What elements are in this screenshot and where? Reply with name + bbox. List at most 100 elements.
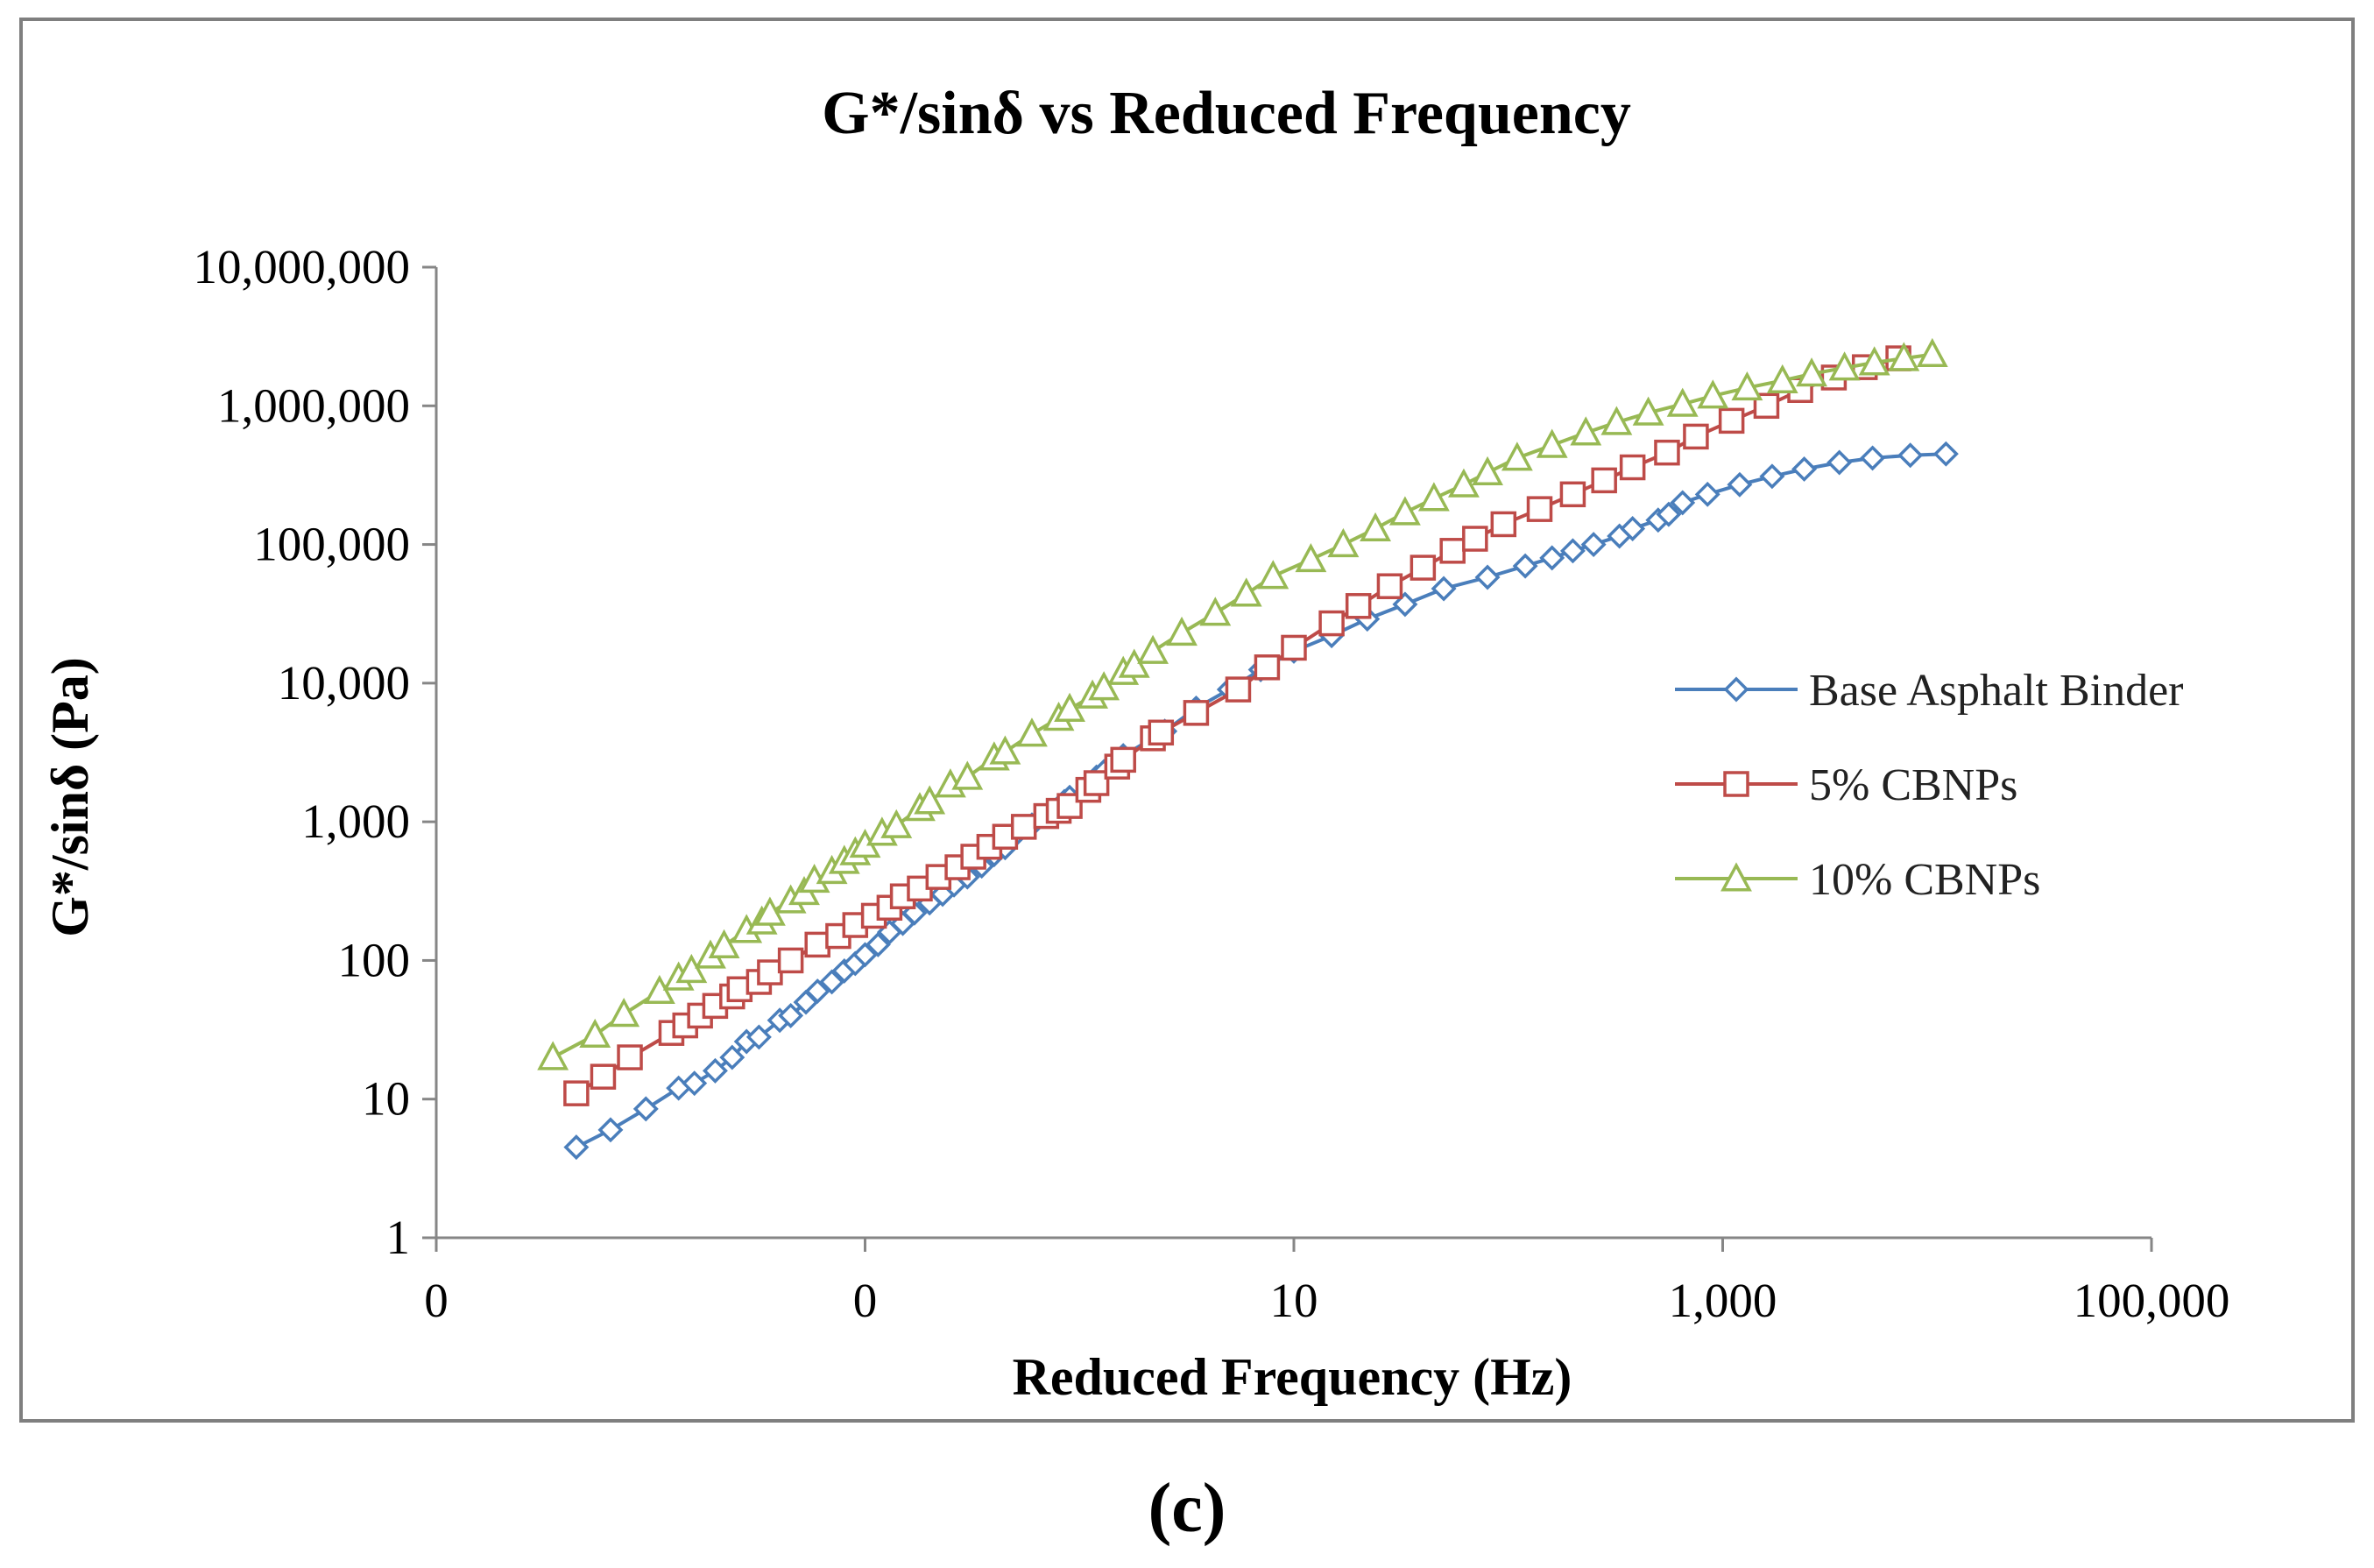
- data-point-5pct-cbnps: [1318, 610, 1345, 637]
- data-point-10pct-cbnps: [1828, 351, 1861, 381]
- legend-marker-square: [1723, 771, 1749, 797]
- data-point-10pct-cbnps: [1054, 692, 1085, 722]
- y-tick-label: 100: [338, 933, 411, 986]
- data-point-10pct-cbnps: [1888, 342, 1920, 371]
- data-point-5pct-cbnps: [1753, 392, 1780, 420]
- data-point-10pct-cbnps: [1796, 357, 1827, 387]
- data-point-base-asphalt-binder: [719, 1044, 745, 1070]
- data-point-base-asphalt-binder: [597, 1117, 624, 1143]
- data-point-10pct-cbnps: [1916, 337, 1948, 368]
- x-tick-label: 0: [424, 1274, 449, 1327]
- y-tick-label: 10,000: [278, 656, 410, 710]
- data-point-10pct-cbnps: [1295, 542, 1327, 573]
- data-point-5pct-cbnps: [757, 959, 783, 985]
- data-point-5pct-cbnps: [617, 1044, 643, 1070]
- data-point-5pct-cbnps: [1254, 654, 1281, 681]
- data-point-10pct-cbnps: [880, 809, 913, 838]
- legend-item-10pct-cbnps: 10% CBNPs: [1675, 855, 2040, 905]
- data-point-5pct-cbnps: [1439, 538, 1466, 564]
- data-point-10pct-cbnps: [1731, 371, 1763, 401]
- data-point-5pct-cbnps: [1110, 746, 1136, 773]
- y-tick-label: 100,000: [253, 518, 410, 571]
- data-point-10pct-cbnps: [1199, 597, 1232, 626]
- data-point-10pct-cbnps: [914, 785, 946, 815]
- data-point-10pct-cbnps: [1137, 634, 1169, 664]
- data-point-base-asphalt-binder: [1759, 463, 1785, 490]
- data-point-10pct-cbnps: [1417, 482, 1450, 512]
- data-point-base-asphalt-binder: [804, 978, 830, 1005]
- data-point-10pct-cbnps: [1088, 671, 1120, 701]
- data-point-base-asphalt-binder: [1580, 532, 1607, 558]
- data-point-base-asphalt-binder: [1860, 445, 1886, 471]
- data-point-base-asphalt-binder: [1932, 441, 1959, 467]
- data-point-base-asphalt-binder: [1559, 538, 1586, 564]
- data-point-10pct-cbnps: [1230, 577, 1262, 607]
- data-point-5pct-cbnps: [1619, 454, 1646, 481]
- data-point-10pct-cbnps: [579, 1018, 611, 1049]
- data-point-10pct-cbnps: [537, 1041, 569, 1070]
- x-tick-label: 100,000: [2074, 1274, 2230, 1327]
- data-point-base-asphalt-binder: [1670, 490, 1696, 516]
- data-point-10pct-cbnps: [1360, 512, 1391, 542]
- data-point-10pct-cbnps: [1600, 406, 1633, 435]
- y-tick-label: 1,000,000: [217, 378, 410, 432]
- data-point-5pct-cbnps: [590, 1063, 617, 1090]
- y-tick-label: 1: [386, 1211, 411, 1264]
- legend-item-5pct-cbnps: 5% CBNPs: [1675, 760, 2017, 810]
- data-point-base-asphalt-binder: [1539, 545, 1565, 571]
- data-point-5pct-cbnps: [1345, 593, 1372, 619]
- data-point-10pct-cbnps: [1118, 648, 1150, 678]
- data-point-10pct-cbnps: [1448, 468, 1480, 498]
- data-point-base-asphalt-binder: [1694, 481, 1720, 507]
- data-point-base-asphalt-binder: [745, 1024, 772, 1050]
- panel-label: (c): [1148, 1470, 1226, 1547]
- data-point-10pct-cbnps: [1327, 527, 1360, 558]
- data-point-base-asphalt-binder: [1791, 456, 1818, 482]
- chart-title: G*/sinδ vs Reduced Frequency: [822, 80, 1631, 147]
- data-point-base-asphalt-binder: [1656, 501, 1682, 527]
- data-point-5pct-cbnps: [1718, 407, 1745, 434]
- data-point-base-asphalt-binder: [1512, 553, 1538, 579]
- data-point-10pct-cbnps: [1016, 717, 1048, 747]
- data-point-5pct-cbnps: [1376, 573, 1403, 599]
- data-point-10pct-cbnps: [1166, 616, 1198, 646]
- data-point-base-asphalt-binder: [1897, 442, 1924, 469]
- legend: Base Asphalt Binder 5% CBNPs 10% CBNPs: [1675, 666, 2184, 905]
- data-point-5pct-cbnps: [1462, 526, 1488, 552]
- data-point-10pct-cbnps: [608, 998, 640, 1028]
- x-tick-label: 10: [1270, 1274, 1318, 1327]
- data-point-10pct-cbnps: [675, 953, 708, 984]
- data-point-10pct-cbnps: [1536, 428, 1568, 458]
- data-point-5pct-cbnps: [563, 1080, 590, 1106]
- data-point-base-asphalt-binder: [702, 1057, 728, 1084]
- data-point-10pct-cbnps: [951, 760, 984, 790]
- data-point-10pct-cbnps: [1501, 441, 1533, 471]
- data-point-10pct-cbnps: [1666, 387, 1699, 417]
- x-tick-label: 0: [853, 1274, 878, 1327]
- legend-item-base-asphalt-binder: Base Asphalt Binder: [1675, 666, 2184, 716]
- data-point-base-asphalt-binder: [1826, 449, 1853, 476]
- data-point-5pct-cbnps: [777, 947, 804, 974]
- data-point-5pct-cbnps: [1083, 770, 1110, 796]
- legend-marker-diamond: [1723, 676, 1749, 703]
- legend-label: 5% CBNPs: [1809, 760, 2017, 810]
- data-point-base-asphalt-binder: [865, 931, 891, 957]
- data-point-5pct-cbnps: [1559, 481, 1586, 508]
- series-layer: [537, 337, 1959, 1161]
- data-point-10pct-cbnps: [1632, 396, 1664, 426]
- data-point-5pct-cbnps: [1281, 634, 1307, 661]
- data-point-base-asphalt-binder: [632, 1096, 659, 1122]
- data-point-5pct-cbnps: [1410, 554, 1437, 581]
- data-point-10pct-cbnps: [1570, 416, 1602, 446]
- data-point-base-asphalt-binder: [1474, 564, 1501, 590]
- x-axis-label: Reduced Frequency (Hz): [1013, 1348, 1572, 1406]
- data-point-base-asphalt-binder: [1727, 471, 1753, 498]
- data-point-10pct-cbnps: [1388, 496, 1421, 526]
- data-point-5pct-cbnps: [1183, 700, 1210, 726]
- data-point-10pct-cbnps: [1858, 346, 1890, 376]
- data-point-10pct-cbnps: [708, 929, 740, 958]
- data-point-5pct-cbnps: [1591, 467, 1617, 494]
- legend-label: Base Asphalt Binder: [1809, 666, 2184, 716]
- y-tick-label: 10: [362, 1072, 410, 1126]
